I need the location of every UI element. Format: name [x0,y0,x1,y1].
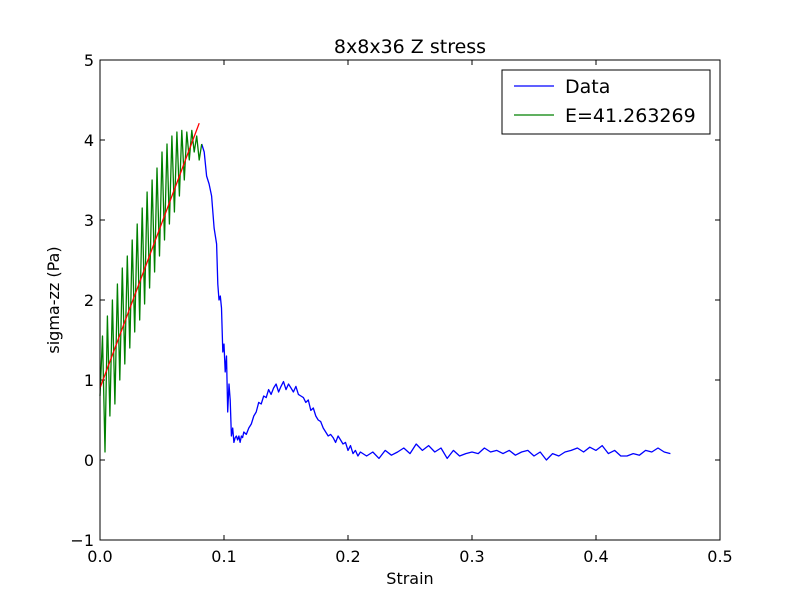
tick-labels: 0.0 0.1 0.2 0.3 0.4 0.5 −1 0 1 2 3 4 5 [70,51,732,566]
y-tick-label: 1 [84,371,94,390]
x-tick-label: 0.3 [459,547,484,566]
linear-fit-line [99,122,200,389]
legend-box [501,69,711,135]
x-axis-label: Strain [386,569,433,588]
y-tick-label: −1 [70,531,94,550]
x-tick-label: 0.0 [87,547,112,566]
x-tick-label: 0.5 [707,547,732,566]
y-tick-label: 2 [84,291,94,310]
y-tick-label: 5 [84,51,94,70]
legend-label-data: Data [565,76,610,98]
plot-frame [99,59,721,541]
x-tick-label: 0.2 [335,547,360,566]
chart-title: 8x8x36 Z stress [334,36,486,58]
y-tick-label: 4 [84,131,94,150]
x-tick-label: 0.4 [583,547,608,566]
y-tick-label: 0 [84,451,94,470]
data-series-line [201,143,671,461]
legend-label-fit: E=41.263269 [565,105,696,127]
x-tick-label: 0.1 [211,547,236,566]
y-axis-label: sigma-zz (Pa) [44,246,63,353]
y-tick-label: 3 [84,211,94,230]
fit-series-line [99,129,203,453]
legend: Data E=41.263269 [501,69,711,135]
plot-lines [99,122,671,461]
